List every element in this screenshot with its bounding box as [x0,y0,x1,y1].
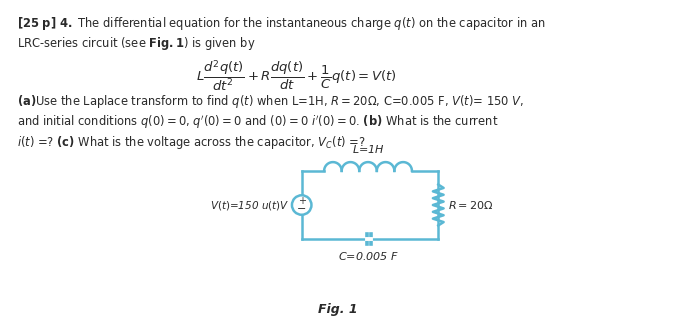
Text: C=0.005 $F$: C=0.005 $F$ [339,250,399,262]
Text: +: + [298,196,306,206]
Text: LRC-series circuit (see $\mathbf{Fig.1}$) is given by: LRC-series circuit (see $\mathbf{Fig.1}$… [17,35,255,52]
Text: $L\dfrac{d^2q(t)}{dt^2} + R\dfrac{dq(t)}{dt} + \dfrac{1}{C}q(t) = V(t)$: $L\dfrac{d^2q(t)}{dt^2} + R\dfrac{dq(t)}… [196,58,397,93]
Text: and initial conditions $q(0) = 0$, $q'(0) = 0$ and $(0) = 0$ $i'(0) = 0$. $\math: and initial conditions $q(0) = 0$, $q'(0… [17,113,498,131]
Text: $\mathbf{(a)}$Use the Laplace transform to find $q(t)$ when L=1H, $R = 20\Omega$: $\mathbf{(a)}$Use the Laplace transform … [17,93,524,110]
Text: $\mathbf{[25\ p]\ 4.}$ The differential equation for the instantaneous charge $q: $\mathbf{[25\ p]\ 4.}$ The differential … [17,15,545,32]
Text: −: − [297,204,306,214]
Text: $V(t)$=150 $u(t)V$: $V(t)$=150 $u(t)V$ [209,198,289,211]
Text: Fig. 1: Fig. 1 [318,303,358,316]
Text: $i(t)$ =? $\mathbf{(c)}$ What is the voltage across the capacitor, $V_C(t)$ =?: $i(t)$ =? $\mathbf{(c)}$ What is the vol… [17,134,365,151]
Text: L=1$H$: L=1$H$ [352,143,384,155]
Text: $R = 20\Omega$: $R = 20\Omega$ [448,199,494,211]
